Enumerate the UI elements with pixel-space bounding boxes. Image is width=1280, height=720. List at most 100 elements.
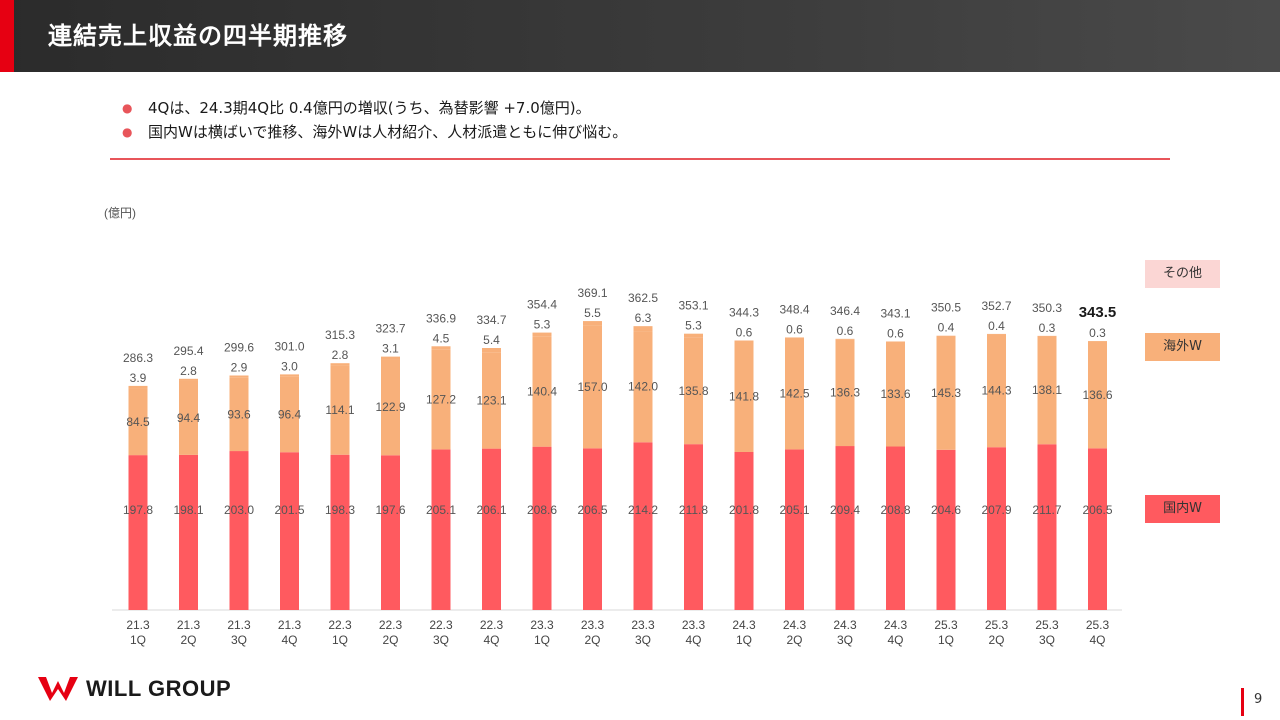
data-label-overseas: 135.8 [678, 384, 708, 398]
bar-segment-domestic [128, 455, 148, 610]
bar-segment-domestic [280, 452, 299, 610]
data-label-other: 0.6 [887, 326, 904, 340]
data-label-total: 344.3 [729, 305, 759, 319]
x-tick-label: 2Q [382, 633, 398, 647]
bar-segment-overseas [128, 388, 148, 456]
x-tick-label: 3Q [433, 633, 449, 647]
bar-segment-domestic [734, 451, 754, 610]
data-label-total: 295.4 [173, 344, 203, 358]
data-label-other: 0.3 [1089, 326, 1106, 340]
data-label-other: 5.3 [534, 318, 551, 332]
data-label-domestic: 207.9 [981, 503, 1011, 517]
bar-segment-other [835, 338, 855, 340]
bar-segment-domestic [179, 454, 198, 610]
bar-segment-domestic [633, 442, 653, 610]
data-label-domestic: 198.3 [325, 503, 355, 517]
data-label-overseas: 93.6 [227, 407, 251, 421]
data-label-overseas: 142.5 [779, 387, 809, 401]
data-label-domestic: 208.6 [527, 503, 557, 517]
bar-segment-other [280, 374, 299, 377]
x-tick-label: 3Q [635, 633, 651, 647]
x-tick-label: 1Q [130, 633, 146, 647]
x-tick-label: 1Q [332, 633, 348, 647]
bar-segment-overseas [1037, 336, 1057, 445]
x-tick-label: 24.3 [732, 618, 756, 632]
bullet-text: 4Qは、24.3期4Q比 0.4億円の増収(うち、為替影響 +7.0億円)。 [148, 99, 591, 117]
bar-segment-overseas [280, 376, 299, 453]
bar-segment-overseas [330, 365, 350, 455]
data-label-other: 0.3 [1039, 321, 1056, 335]
bar-segment-other [684, 333, 703, 338]
bar-segment-overseas [482, 352, 501, 449]
bar-segment-overseas [987, 334, 1006, 448]
x-tick-label: 23.3 [530, 618, 554, 632]
bullet-text: 国内Wは横ばいで推移、海外Wは人材紹介、人材派遣ともに伸び悩む。 [148, 123, 628, 141]
header-accent-bar [0, 0, 14, 72]
bar-segment-overseas [633, 331, 653, 443]
data-label-domestic: 206.5 [1082, 503, 1112, 517]
data-label-other: 2.9 [231, 360, 248, 374]
data-label-total: 346.4 [830, 304, 860, 318]
bar-segment-other [886, 341, 905, 342]
data-label-overseas: 138.1 [1032, 383, 1062, 397]
bar-segment-other [633, 326, 653, 332]
data-label-overseas: 127.2 [426, 393, 456, 407]
bar-segment-other [785, 337, 804, 338]
data-label-domestic: 208.8 [880, 503, 910, 517]
x-tick-label: 4Q [887, 633, 903, 647]
bar-segment-other [532, 332, 552, 337]
data-label-overseas: 144.3 [981, 384, 1011, 398]
data-label-other: 3.9 [130, 371, 147, 385]
bar-segment-other [229, 375, 249, 378]
data-label-total: 348.4 [779, 302, 809, 316]
page-title: 連結売上収益の四半期推移 [48, 22, 348, 50]
bar-segment-overseas [1088, 341, 1107, 449]
legend-overseas: 海外W [1145, 333, 1220, 361]
x-tick-label: 3Q [1039, 633, 1055, 647]
data-label-total: 343.5 [1079, 304, 1117, 321]
bar-segment-other [179, 378, 198, 381]
data-label-overseas: 142.0 [628, 380, 658, 394]
data-label-other: 2.8 [332, 348, 349, 362]
page-number: 9 [1254, 692, 1263, 707]
bar-segment-overseas [785, 337, 804, 450]
bar-segment-domestic [1088, 448, 1107, 610]
data-label-domestic: 201.8 [729, 503, 759, 517]
data-label-domestic: 204.6 [931, 503, 961, 517]
data-label-overseas: 133.6 [880, 387, 910, 401]
bar-segment-domestic [330, 454, 350, 610]
bar-segment-overseas [229, 377, 249, 452]
data-label-overseas: 122.9 [375, 400, 405, 414]
x-tick-label: 25.3 [1035, 618, 1059, 632]
bar-segment-domestic [583, 448, 602, 610]
x-tick-label: 24.3 [783, 618, 807, 632]
bar-segment-overseas [835, 339, 855, 447]
bar-segment-other [734, 340, 754, 341]
bar-segment-overseas [179, 380, 198, 455]
data-label-overseas: 114.1 [325, 403, 354, 417]
x-tick-label: 4Q [483, 633, 499, 647]
data-label-other: 5.4 [483, 333, 500, 347]
bar-segment-other [431, 346, 451, 350]
data-label-total: 350.5 [931, 301, 961, 315]
section-divider [110, 158, 1170, 160]
x-tick-label: 1Q [534, 633, 550, 647]
bar-segment-domestic [886, 446, 905, 610]
data-label-total: 323.7 [375, 322, 405, 336]
x-tick-label: 22.3 [429, 618, 453, 632]
data-label-overseas: 136.3 [830, 386, 860, 400]
data-label-other: 0.4 [938, 321, 955, 335]
data-label-domestic: 201.5 [274, 503, 304, 517]
x-tick-label: 21.3 [126, 618, 150, 632]
data-label-other: 2.8 [180, 364, 197, 378]
data-label-domestic: 209.4 [830, 503, 860, 517]
bar-segment-domestic [936, 449, 956, 610]
header-bar: 連結売上収益の四半期推移 [0, 0, 1280, 72]
summary-bullets: ● 4Qは、24.3期4Q比 0.4億円の増収(うち、為替影響 +7.0億円)。… [122, 96, 627, 144]
x-tick-label: 23.3 [682, 618, 706, 632]
data-label-total: 334.7 [476, 313, 506, 327]
bar-segment-overseas [734, 340, 754, 452]
x-tick-label: 21.3 [278, 618, 302, 632]
data-label-overseas: 157.0 [577, 380, 607, 394]
data-label-overseas: 140.4 [527, 385, 557, 399]
